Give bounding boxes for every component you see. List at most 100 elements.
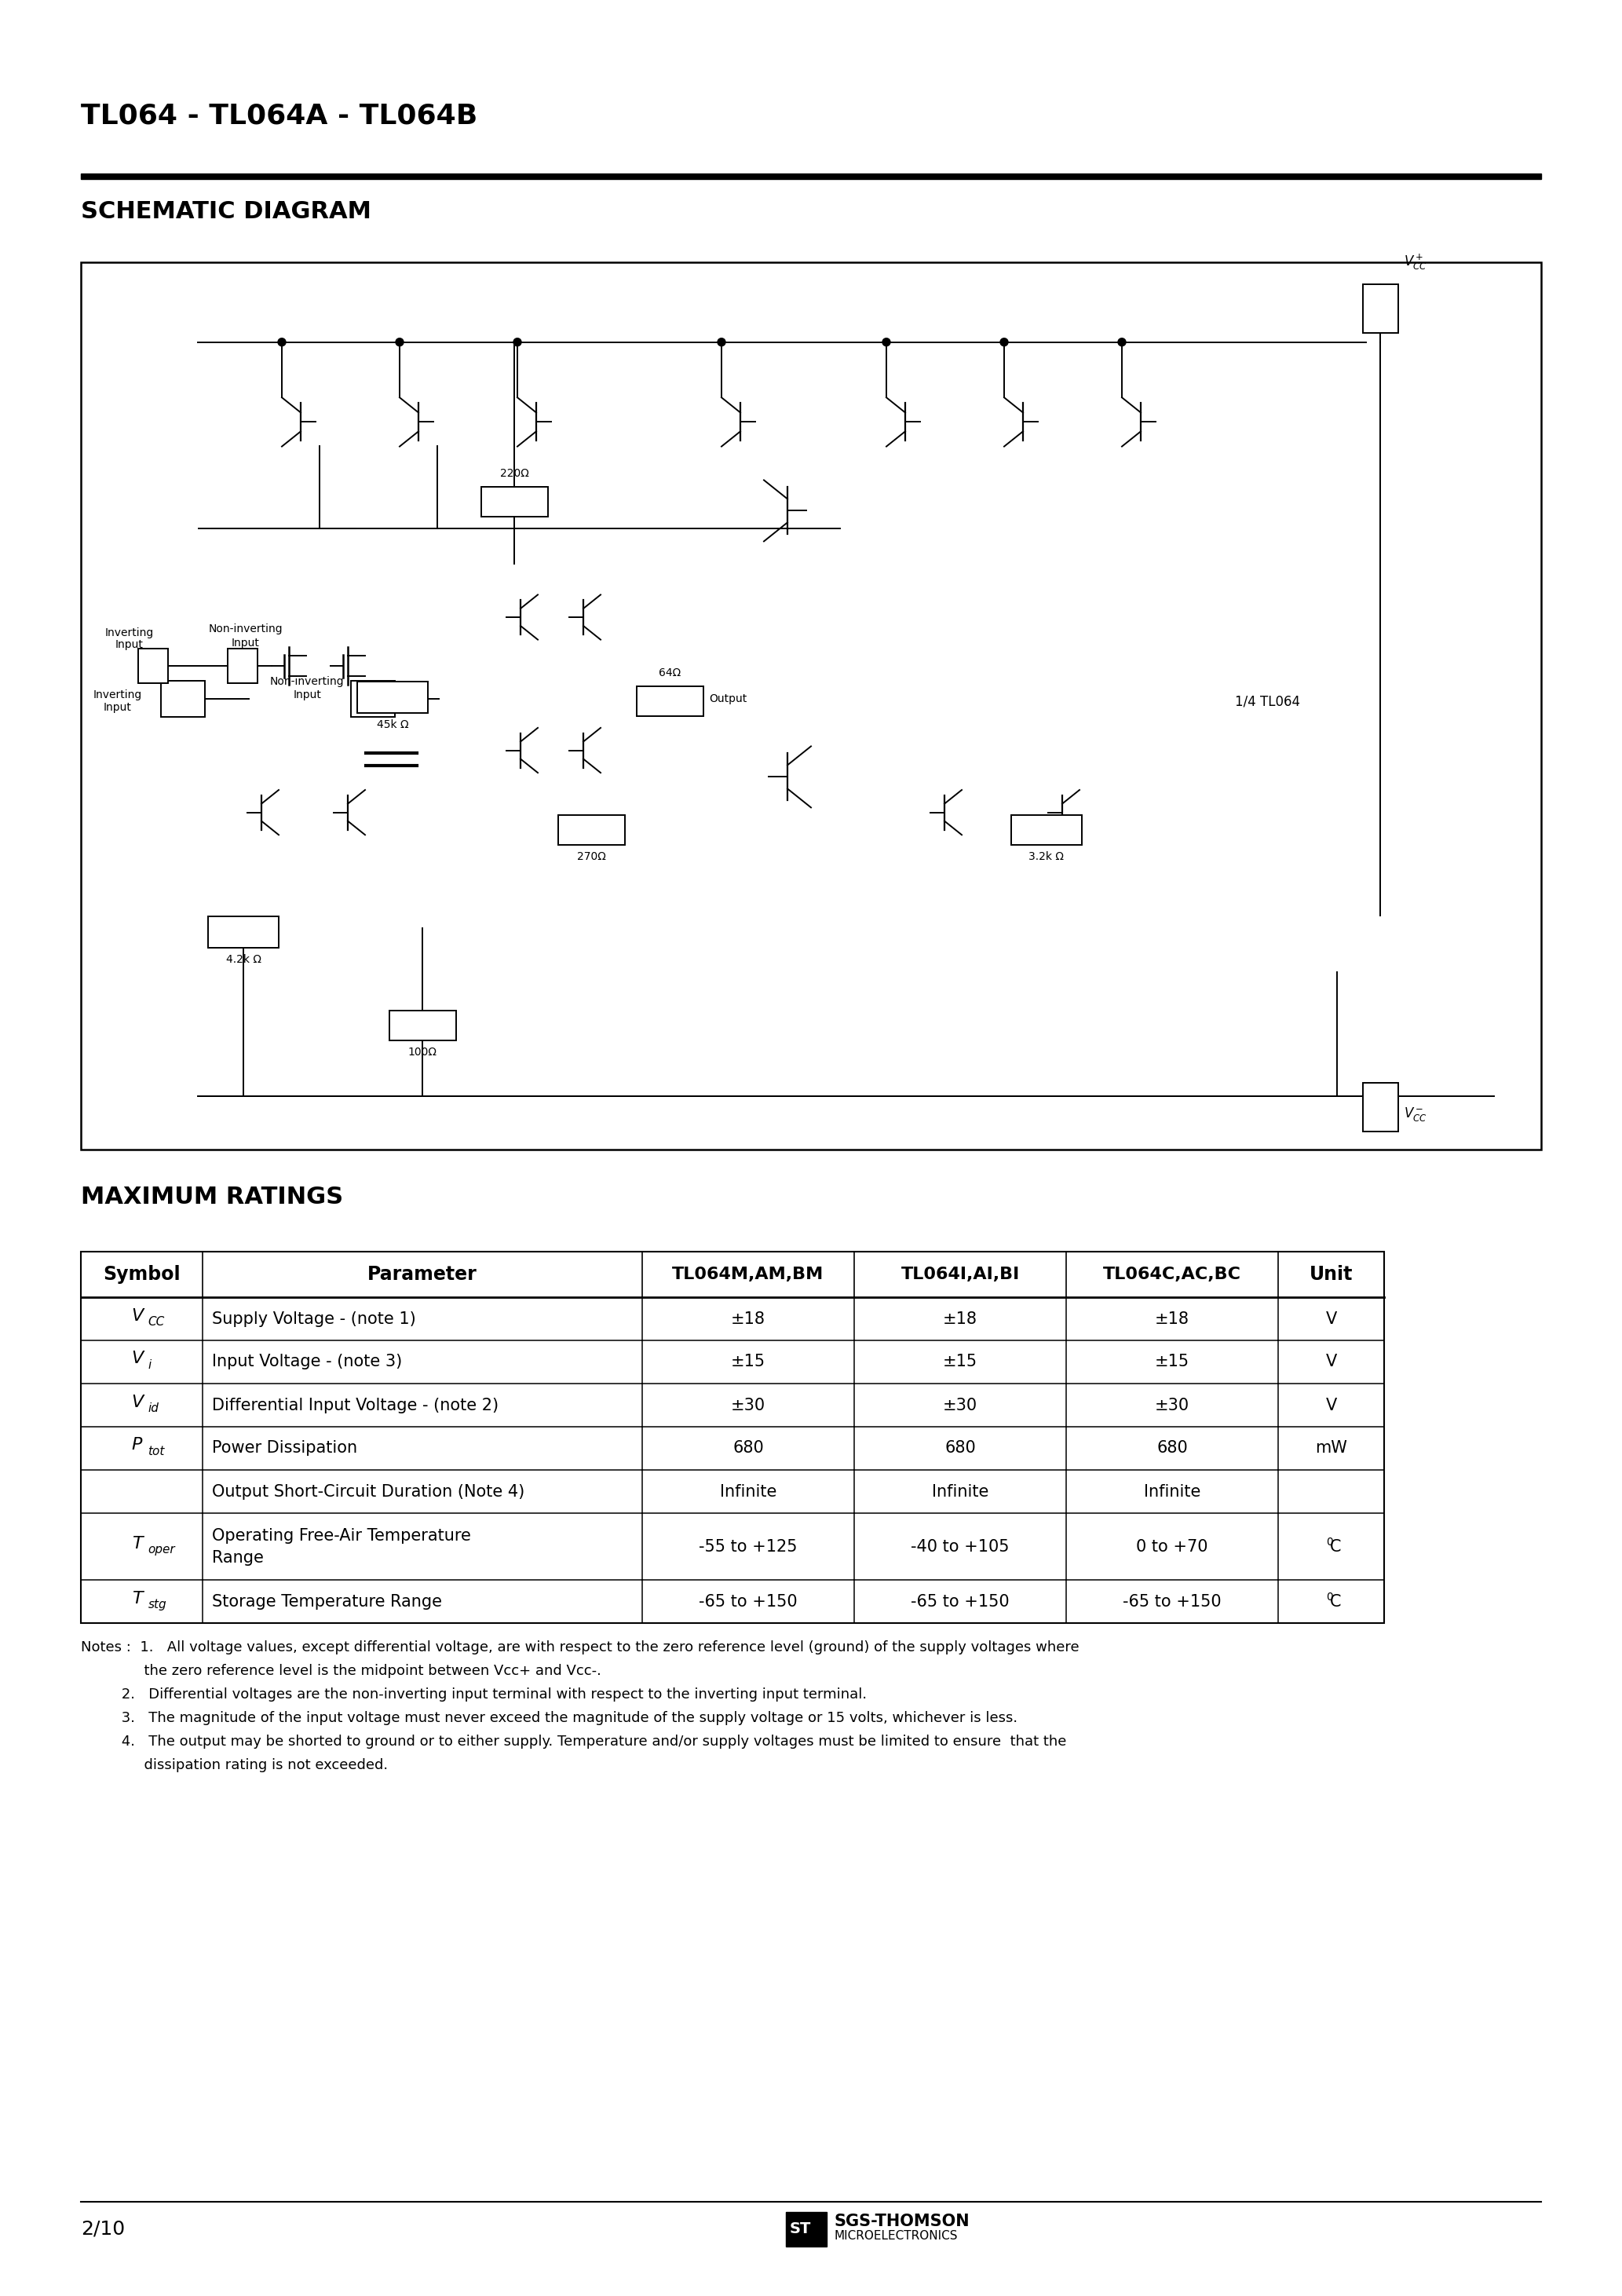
Text: ST: ST bbox=[790, 2223, 811, 2236]
Text: Parameter: Parameter bbox=[368, 1265, 477, 1283]
Text: 270Ω: 270Ω bbox=[577, 852, 605, 863]
Text: -40 to +105: -40 to +105 bbox=[912, 1538, 1009, 1554]
Text: TL064M,AM,BM: TL064M,AM,BM bbox=[673, 1267, 824, 1281]
Circle shape bbox=[396, 338, 404, 347]
Text: 3.   The magnitude of the input voltage must never exceed the magnitude of the s: 3. The magnitude of the input voltage mu… bbox=[81, 1711, 1017, 1724]
Text: CC: CC bbox=[148, 1316, 165, 1327]
Bar bbox=[81, 174, 1541, 179]
Text: Notes :  1.   All voltage values, except differential voltage, are with respect : Notes : 1. All voltage values, except di… bbox=[81, 1639, 1079, 1655]
Bar bbox=[81, 1251, 1384, 1623]
Text: oper: oper bbox=[148, 1543, 175, 1554]
Text: Input: Input bbox=[232, 638, 260, 650]
Text: Differential Input Voltage - (note 2): Differential Input Voltage - (note 2) bbox=[212, 1398, 498, 1412]
Bar bbox=[350, 682, 394, 716]
Circle shape bbox=[1118, 338, 1126, 347]
Bar bbox=[208, 916, 279, 948]
Circle shape bbox=[514, 338, 521, 347]
Text: -55 to +125: -55 to +125 bbox=[699, 1538, 798, 1554]
Text: ±15: ±15 bbox=[732, 1355, 766, 1371]
Text: TL064C,AC,BC: TL064C,AC,BC bbox=[1103, 1267, 1241, 1281]
Text: Infinite: Infinite bbox=[1144, 1483, 1200, 1499]
Text: P: P bbox=[131, 1437, 143, 1453]
Text: Symbol: Symbol bbox=[102, 1265, 180, 1283]
Text: $V_{CC}^+$: $V_{CC}^+$ bbox=[1405, 253, 1427, 271]
Text: T: T bbox=[131, 1536, 143, 1552]
Text: 0: 0 bbox=[1327, 1591, 1333, 1603]
Text: Supply Voltage - (note 1): Supply Voltage - (note 1) bbox=[212, 1311, 415, 1327]
Text: the zero reference level is the midpoint between Vcc+ and Vcc-.: the zero reference level is the midpoint… bbox=[81, 1665, 602, 1678]
Text: 680: 680 bbox=[944, 1440, 976, 1456]
Text: mW: mW bbox=[1315, 1440, 1348, 1456]
Text: Unit: Unit bbox=[1309, 1265, 1353, 1283]
Circle shape bbox=[1001, 338, 1007, 347]
Text: -65 to +150: -65 to +150 bbox=[699, 1593, 798, 1609]
Bar bbox=[227, 650, 258, 684]
Text: V: V bbox=[1325, 1355, 1337, 1371]
Text: tot: tot bbox=[148, 1446, 165, 1458]
Text: ±18: ±18 bbox=[1155, 1311, 1189, 1327]
Text: Range: Range bbox=[212, 1550, 264, 1566]
Bar bbox=[480, 487, 548, 517]
Text: V: V bbox=[1325, 1311, 1337, 1327]
Bar bbox=[81, 262, 1541, 1150]
Text: ±30: ±30 bbox=[942, 1398, 978, 1412]
Text: 0 to +70: 0 to +70 bbox=[1137, 1538, 1208, 1554]
Text: Infinite: Infinite bbox=[931, 1483, 988, 1499]
Text: dissipation rating is not exceeded.: dissipation rating is not exceeded. bbox=[81, 1759, 388, 1773]
Bar bbox=[787, 2211, 827, 2245]
Text: 45k Ω: 45k Ω bbox=[376, 719, 409, 730]
Text: V: V bbox=[131, 1394, 143, 1410]
Text: 3.2k Ω: 3.2k Ω bbox=[1028, 852, 1064, 863]
Circle shape bbox=[277, 338, 285, 347]
Bar bbox=[558, 815, 624, 845]
Text: SGS-THOMSON: SGS-THOMSON bbox=[835, 2213, 970, 2229]
Text: $V_{CC}^-$: $V_{CC}^-$ bbox=[1405, 1104, 1427, 1123]
Text: Storage Temperature Range: Storage Temperature Range bbox=[212, 1593, 443, 1609]
Bar bbox=[1362, 1084, 1398, 1132]
Circle shape bbox=[717, 338, 725, 347]
Text: V: V bbox=[1325, 1398, 1337, 1412]
Text: 0: 0 bbox=[1327, 1536, 1333, 1548]
Text: TL064I,AI,BI: TL064I,AI,BI bbox=[900, 1267, 1020, 1281]
Bar bbox=[636, 687, 702, 716]
Text: 2.   Differential voltages are the non-inverting input terminal with respect to : 2. Differential voltages are the non-inv… bbox=[81, 1688, 866, 1701]
Text: 220Ω: 220Ω bbox=[500, 468, 529, 480]
Text: 680: 680 bbox=[1156, 1440, 1187, 1456]
Text: Operating Free-Air Temperature: Operating Free-Air Temperature bbox=[212, 1527, 470, 1543]
Bar bbox=[161, 682, 204, 716]
Text: 1/4 TL064: 1/4 TL064 bbox=[1234, 693, 1301, 709]
Text: Non-inverting
Input: Non-inverting Input bbox=[269, 677, 344, 700]
Text: -65 to +150: -65 to +150 bbox=[1122, 1593, 1221, 1609]
Text: ±30: ±30 bbox=[732, 1398, 766, 1412]
Bar bbox=[138, 650, 169, 684]
Bar bbox=[1362, 285, 1398, 333]
Text: 64Ω: 64Ω bbox=[659, 668, 681, 680]
Text: Non-inverting: Non-inverting bbox=[209, 625, 282, 634]
Text: i: i bbox=[148, 1359, 151, 1371]
Text: Input Voltage - (note 3): Input Voltage - (note 3) bbox=[212, 1355, 402, 1371]
Bar bbox=[357, 682, 428, 712]
Text: Output: Output bbox=[709, 693, 746, 705]
Bar bbox=[389, 1010, 456, 1040]
Text: 4.   The output may be shorted to ground or to either supply. Temperature and/or: 4. The output may be shorted to ground o… bbox=[81, 1733, 1066, 1750]
Text: stg: stg bbox=[148, 1598, 167, 1609]
Text: Output Short-Circuit Duration (Note 4): Output Short-Circuit Duration (Note 4) bbox=[212, 1483, 524, 1499]
Text: V: V bbox=[131, 1309, 143, 1322]
Text: 4.2k Ω: 4.2k Ω bbox=[225, 955, 261, 964]
Text: Inverting
Input: Inverting Input bbox=[92, 689, 141, 714]
Text: MAXIMUM RATINGS: MAXIMUM RATINGS bbox=[81, 1185, 344, 1208]
Text: ±18: ±18 bbox=[732, 1311, 766, 1327]
Circle shape bbox=[882, 338, 890, 347]
Text: 100Ω: 100Ω bbox=[407, 1047, 436, 1058]
Text: ±15: ±15 bbox=[942, 1355, 978, 1371]
Text: MICROELECTRONICS: MICROELECTRONICS bbox=[835, 2229, 959, 2241]
Text: 2/10: 2/10 bbox=[81, 2220, 125, 2239]
Bar bbox=[1011, 815, 1082, 845]
Text: ±18: ±18 bbox=[942, 1311, 978, 1327]
Text: T: T bbox=[131, 1591, 143, 1607]
Text: Inverting: Inverting bbox=[105, 627, 154, 638]
Text: V: V bbox=[131, 1350, 143, 1366]
Text: 680: 680 bbox=[733, 1440, 764, 1456]
Text: TL064 - TL064A - TL064B: TL064 - TL064A - TL064B bbox=[81, 101, 477, 129]
Text: Power Dissipation: Power Dissipation bbox=[212, 1440, 357, 1456]
